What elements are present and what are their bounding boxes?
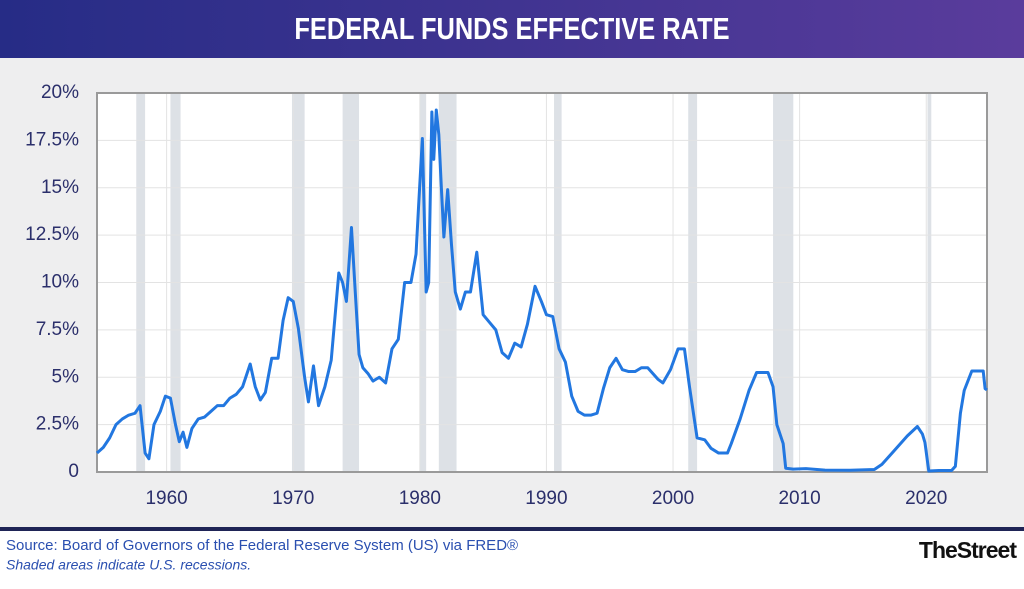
y-tick-label: 10% (41, 272, 79, 293)
y-tick-label: 12.5% (25, 224, 79, 245)
y-tick-label: 20% (41, 82, 79, 103)
rate-line (95, 108, 988, 473)
x-tick-label: 1960 (145, 488, 187, 509)
x-tick-label: 2000 (652, 488, 694, 509)
y-tick-label: 7.5% (36, 319, 79, 340)
x-tick-label: 2010 (778, 488, 820, 509)
footer-rule (0, 527, 1024, 531)
plot-frame (96, 92, 988, 473)
x-tick-label: 1990 (525, 488, 567, 509)
x-tick-label: 2020 (905, 488, 947, 509)
y-tick-label: 5% (52, 366, 80, 387)
brand-logo: TheStreet (919, 537, 1017, 563)
y-tick-label: 0 (68, 461, 79, 482)
recession-note: Shaded areas indicate U.S. recessions. (6, 557, 251, 573)
x-tick-label: 1970 (272, 488, 314, 509)
source-note: Source: Board of Governors of the Federa… (6, 537, 518, 554)
y-tick-label: 17.5% (25, 129, 79, 150)
y-tick-label: 2.5% (36, 414, 79, 435)
title-banner (0, 0, 1024, 58)
x-tick-label: 1980 (399, 488, 441, 509)
y-tick-label: 15% (41, 177, 79, 198)
chart-title: FEDERAL FUNDS EFFECTIVE RATE (294, 12, 729, 47)
